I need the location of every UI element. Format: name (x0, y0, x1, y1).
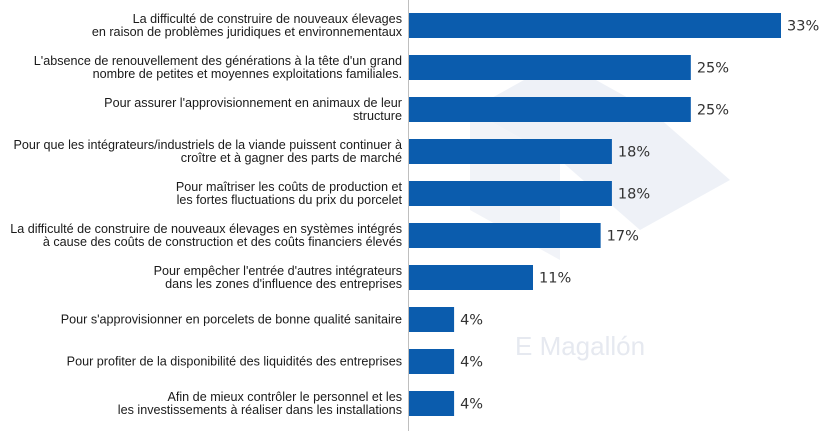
value-label-4: 18% (618, 145, 650, 161)
category-label-2: L'absence de renouvellement des générati… (34, 54, 402, 81)
value-label-5: 18% (618, 187, 650, 203)
bar-9 (409, 349, 455, 374)
bar-1 (409, 13, 781, 38)
bar-10 (409, 391, 455, 416)
bar-5 (409, 181, 612, 206)
value-label-2: 25% (697, 61, 729, 77)
category-label-8: Pour s'approvisionner en porcelets de bo… (61, 313, 402, 327)
category-label-7: Pour empêcher l'entrée d'autres intégrat… (154, 264, 402, 291)
bar-6 (409, 223, 601, 248)
category-label-9: Pour profiter de la disponibilité des li… (67, 355, 402, 369)
value-label-3: 25% (697, 103, 729, 119)
value-label-1: 33% (787, 19, 819, 35)
value-label-10: 4% (460, 397, 483, 413)
value-label-9: 4% (460, 355, 483, 371)
bar-3 (409, 97, 691, 122)
bar-2 (409, 55, 691, 80)
category-label-1: La difficulté de construire de nouveaux … (92, 12, 403, 39)
bar-7 (409, 265, 533, 290)
value-label-8: 4% (460, 313, 483, 329)
category-label-6: La difficulté de construire de nouveaux … (10, 222, 402, 249)
category-label-10: Afin de mieux contrôler le personnel et … (118, 390, 402, 417)
category-label-4: Pour que les intégrateurs/industriels de… (13, 138, 402, 165)
category-label-5: Pour maîtriser les coûts de production e… (176, 180, 403, 207)
bar-8 (409, 307, 455, 332)
watermark-text: E Magallón (515, 331, 645, 361)
bar-4 (409, 139, 612, 164)
value-label-6: 17% (607, 229, 639, 245)
category-label-3: Pour assurer l'approvisionnement en anim… (104, 96, 402, 123)
value-label-7: 11% (539, 271, 571, 287)
